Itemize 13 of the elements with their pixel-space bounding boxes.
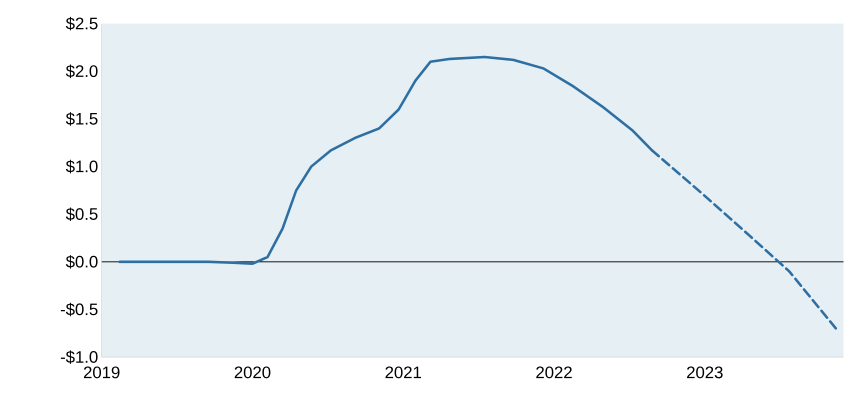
y-tick-label: -$1.0 [60,350,98,364]
x-tick-label: 2023 [687,366,723,378]
y-tick-label: $0.0 [66,254,98,268]
y-tick-label: $0.5 [66,207,98,221]
y-tick-label: $1.0 [66,160,98,174]
y-tick-label: $2.5 [66,16,98,30]
x-tick-label: 2022 [536,366,572,378]
y-tick-label: $2.0 [66,64,98,78]
x-tick-label: 2019 [84,366,120,378]
y-tick-label: -$0.5 [60,302,98,316]
y-tick-label: $1.5 [66,112,98,126]
x-tick-label: 2021 [386,366,421,378]
x-tick-label: 2020 [234,366,270,378]
